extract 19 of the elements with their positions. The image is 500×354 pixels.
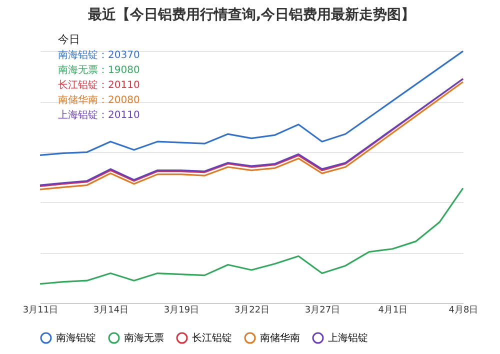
annotation: 长江铝锭：20110 — [58, 79, 140, 91]
legend-label: 南海铝锭 — [56, 332, 96, 344]
chart-title: 最近【今日铝费用行情查询,今日铝费用最新走势图】 — [86, 6, 416, 23]
x-tick-label: 4月1日 — [378, 306, 408, 316]
legend-label: 长江铝锭 — [192, 332, 232, 344]
x-tick-label: 4月8日 — [448, 306, 478, 316]
x-tick-label: 3月19日 — [164, 306, 200, 316]
annotation: 南储华南：20080 — [58, 94, 140, 106]
x-tick-label: 3月27日 — [304, 306, 340, 316]
legend-label: 南海无票 — [124, 332, 164, 344]
annotation: 上海铝锭：20110 — [58, 109, 140, 121]
annotation: 南海铝锭：20370 — [58, 49, 140, 61]
legend-label: 南储华南 — [260, 332, 300, 344]
x-tick-label: 3月14日 — [93, 306, 129, 316]
x-tick-label: 3月22日 — [234, 306, 270, 316]
x-tick-label: 3月11日 — [22, 306, 58, 316]
text: 今日 — [58, 33, 80, 46]
annotation: 南海无票：19080 — [58, 64, 140, 76]
legend-label: 上海铝锭 — [328, 332, 368, 344]
